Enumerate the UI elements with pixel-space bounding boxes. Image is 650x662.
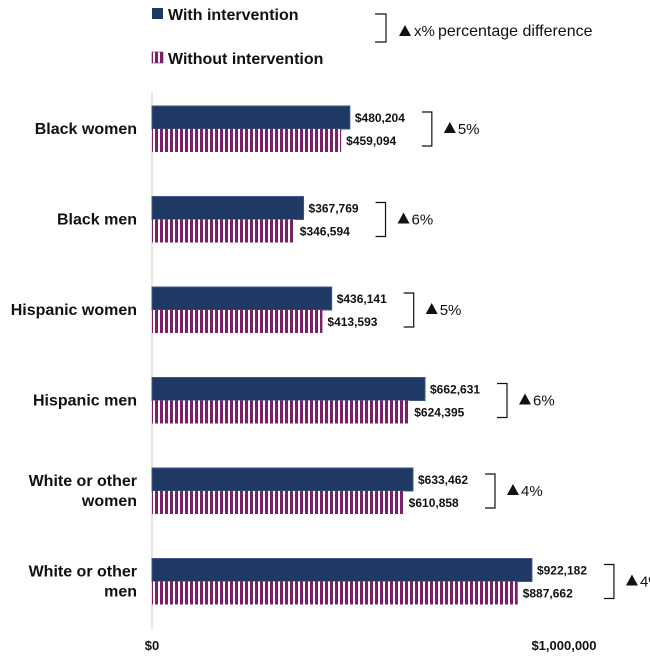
increase-triangle-icon (443, 122, 456, 133)
data-label-without-intervention: $610,858 (409, 496, 459, 510)
legend-triangle-icon (399, 25, 411, 36)
percentage-difference-label: 5% (458, 121, 480, 138)
difference-bracket (421, 111, 433, 147)
bar-with-intervention (151, 286, 333, 311)
percentage-difference-label: 4% (521, 483, 543, 500)
data-label-without-intervention: $887,662 (523, 587, 573, 601)
data-label-with-intervention: $436,141 (337, 292, 387, 306)
bar-without-intervention (152, 129, 342, 152)
increase-triangle-icon (425, 303, 438, 314)
percentage-difference-label: 6% (533, 393, 555, 410)
category-label: Hispanic women (11, 302, 137, 319)
legend-example-value: x% (414, 23, 435, 40)
data-label-with-intervention: $480,204 (355, 111, 405, 125)
data-label-with-intervention: $662,631 (430, 383, 480, 397)
legend-swatch-with-intervention (152, 8, 163, 19)
percentage-difference-label: 5% (440, 302, 462, 319)
legend-label-without-intervention: Without intervention (168, 51, 323, 68)
percentage-difference-label: 4% (640, 574, 650, 591)
bar-with-intervention (151, 558, 533, 582)
percentage-difference-label: 6% (412, 212, 434, 229)
category-label-line-2: men (104, 584, 137, 601)
legend-label-with-intervention: With intervention (168, 7, 299, 24)
difference-bracket (603, 563, 615, 600)
data-label-without-intervention: $459,094 (346, 134, 396, 148)
increase-triangle-icon (519, 393, 532, 405)
x-tick-label: $0 (145, 638, 159, 653)
bar-without-intervention (152, 491, 404, 514)
bar-with-intervention (151, 377, 426, 401)
increase-triangle-icon (625, 574, 638, 586)
increase-triangle-icon (506, 484, 519, 495)
legend-bracket (375, 13, 387, 43)
data-label-with-intervention: $633,462 (418, 473, 468, 487)
category-label-line-1: White or other (29, 564, 137, 581)
legend-swatch-without-intervention (151, 51, 164, 64)
data-label-without-intervention: $624,395 (414, 406, 464, 420)
category-label: Hispanic men (33, 393, 137, 410)
bar-without-intervention (152, 310, 323, 333)
data-label-without-intervention: $346,594 (300, 225, 350, 239)
difference-bracket (403, 292, 415, 328)
category-label-line-1: White or other (29, 473, 137, 490)
legend-note-text: percentage difference (438, 23, 593, 40)
data-label-without-intervention: $413,593 (327, 315, 377, 329)
data-label-with-intervention: $922,182 (537, 564, 587, 578)
data-label-with-intervention: $367,769 (309, 202, 359, 216)
category-label: Black women (35, 121, 137, 138)
category-label-line-2: women (81, 493, 137, 510)
increase-triangle-icon (397, 212, 410, 224)
bar-with-intervention (151, 467, 414, 492)
difference-bracket (497, 382, 508, 419)
bar-with-intervention (151, 105, 351, 130)
x-tick-label: $1,000,000 (531, 638, 596, 653)
bar-with-intervention (151, 196, 305, 220)
bar-without-intervention (152, 400, 410, 424)
category-label: Black men (57, 212, 137, 229)
difference-bracket (375, 201, 387, 238)
difference-bracket (484, 473, 496, 509)
bar-without-intervention (152, 219, 295, 243)
bar-without-intervention (152, 581, 518, 605)
